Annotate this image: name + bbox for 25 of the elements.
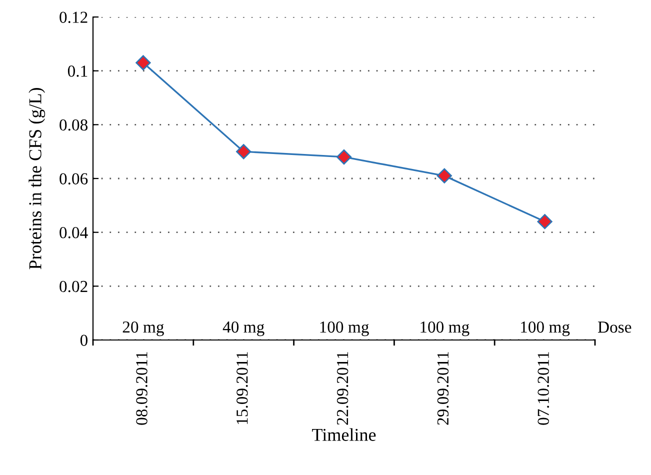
annotation: 100 mg [521, 321, 570, 336]
x-axis-title: Timeline [312, 428, 376, 441]
x-tick-label: 15.09.2011 [236, 352, 248, 424]
point [136, 55, 151, 70]
point [336, 149, 352, 165]
annotation: 40 mg [222, 321, 264, 336]
text: Dose [598, 322, 632, 333]
x-tick-label: 08.09.2011 [136, 352, 148, 425]
y-tick-label: 0.08 [60, 119, 88, 131]
point [236, 144, 252, 160]
y-tick-label: 0.12 [60, 12, 88, 24]
point [537, 214, 552, 230]
annotation: 100 mg [320, 321, 369, 336]
x-tick-label: 22.09.2011 [336, 352, 348, 425]
y-axis-title: Proteins in the CFS (g/L) [28, 88, 46, 270]
y-tick-label: 0.04 [60, 227, 88, 238]
point [436, 168, 452, 184]
y-tick-label: 0.1 [68, 66, 88, 77]
y-tick-label: 0.06 [60, 173, 88, 185]
y-tick-label: 0 [80, 334, 88, 346]
annotation: 100 mg [420, 321, 470, 336]
x-tick-label: 07.10.2011 [538, 352, 550, 425]
x-tick-label: 29.09.2011 [437, 352, 449, 425]
annotation: 20 mg [122, 321, 164, 336]
y-tick-label: 0.02 [60, 280, 88, 292]
